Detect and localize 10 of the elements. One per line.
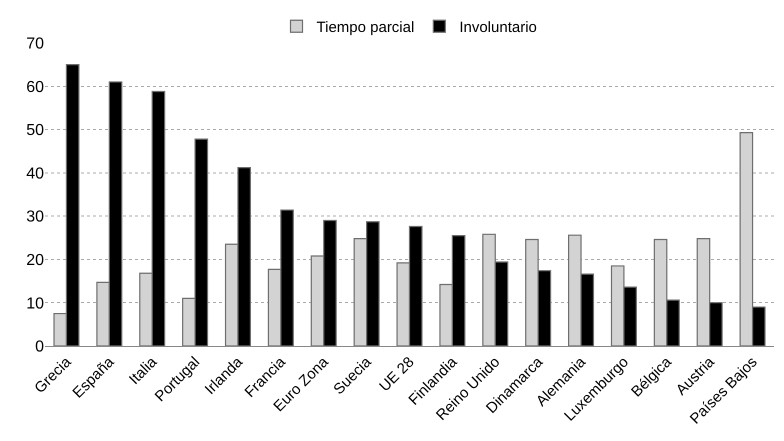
legend-label: Involuntario	[459, 19, 537, 36]
y-tick-label: 40	[26, 165, 44, 182]
y-tick-label: 70	[26, 36, 44, 53]
y-tick-label: 0	[35, 338, 44, 356]
y-tick-label: 30	[26, 208, 44, 226]
y-tick-label: 10	[26, 295, 44, 312]
y-tick-label: 20	[26, 252, 44, 270]
legend-label: Tiempo parcial	[316, 19, 414, 36]
y-tick-label: 60	[26, 78, 44, 96]
y-tick-label: 50	[26, 122, 44, 140]
